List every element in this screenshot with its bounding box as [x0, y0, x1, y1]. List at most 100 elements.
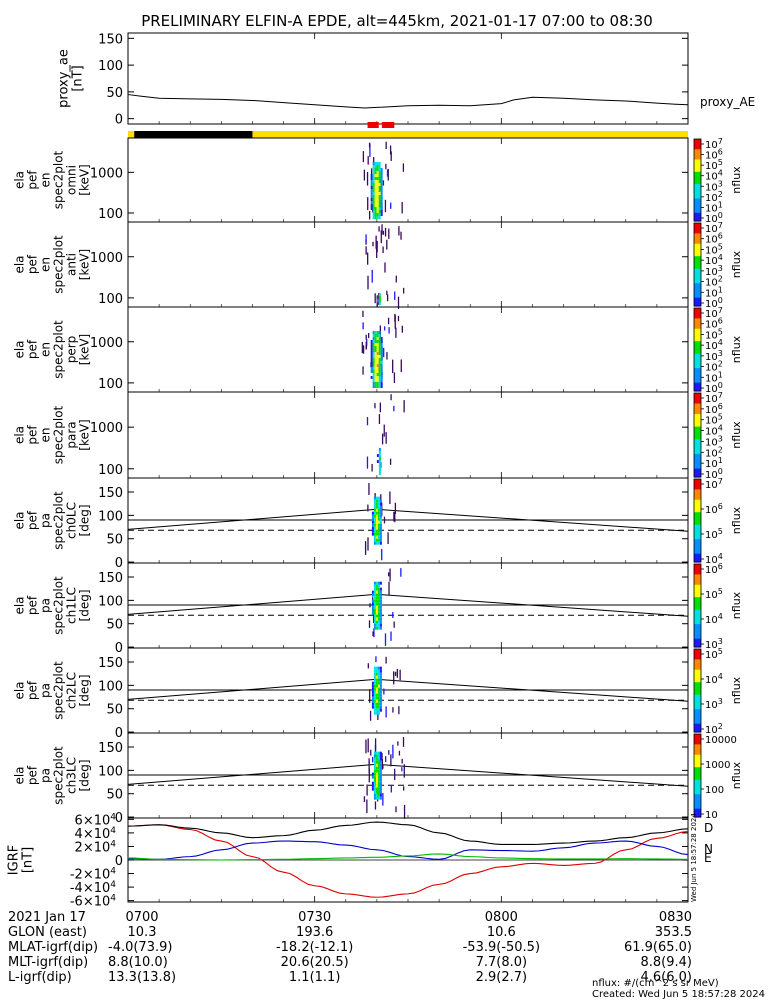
panel-6-colorbar-cell [694, 628, 701, 631]
panel-8-pixel [373, 793, 376, 797]
panel-3-pixel [374, 349, 377, 352]
panel-7-pixel [375, 711, 378, 715]
panel-2-colorbar-cell [694, 247, 701, 251]
panel-6-yticklabel: 100 [98, 594, 123, 609]
panel-1-speckle [382, 180, 385, 186]
panel-4-colorbar-cell [694, 399, 701, 402]
panel-4-speckle [393, 405, 395, 412]
igrf-yticklabel: 4×104 [75, 826, 117, 842]
panel-8-speckle [367, 738, 369, 753]
panel-5-pixel [375, 526, 378, 530]
panel-5-pixel [375, 529, 378, 533]
panel-1-pixel [374, 174, 377, 177]
panel-3-colorbar-cell [694, 339, 701, 342]
panel-4-colorbar-cell [694, 418, 701, 421]
panel-5-colorbar-cell [694, 537, 701, 540]
panel-5-colorbar-cell [694, 526, 701, 530]
panel-5-pixel [375, 505, 378, 509]
panel-6-pixel [379, 602, 382, 606]
panel-5-speckle [394, 502, 397, 514]
panel-7-colorbar-cell [694, 657, 701, 660]
orbit-row-0-value-1: 0730 [298, 910, 331, 925]
panel-3-pixel [370, 364, 373, 367]
panel-4-speckle [371, 463, 373, 472]
orbit-row-2-value-1: -18.2(-12.1) [276, 940, 353, 955]
panel-7-colorbar-ticklabel: 103 [705, 697, 723, 711]
panel-3-pixel [374, 337, 377, 340]
panel-2-colorbar-cell [694, 291, 701, 295]
panel-1-colorbar-cell [694, 186, 701, 189]
panel-7-pixel [375, 684, 378, 688]
panel-8-pixel [375, 751, 378, 755]
panel-7-pixel [377, 696, 380, 700]
panel-5-speckle [374, 493, 376, 499]
panel-5-pixel [375, 535, 378, 539]
panel-3-colorbar-cell [694, 386, 701, 390]
panel-6-colorbar-cell [694, 603, 701, 607]
panel-3-pixel [378, 361, 381, 364]
panel-8-colorbar-cell [694, 798, 701, 801]
panel-2-colorbar-cell [694, 301, 701, 305]
proxy-ae-yticklabel: 50 [106, 86, 123, 101]
side-timestamp: Wed Jun 5 18:57:28 2024 [690, 813, 698, 902]
panel-8-pixel [379, 781, 382, 785]
panel-8-colorbar-cell [694, 767, 701, 770]
panel-3-pixel [374, 370, 377, 373]
panel-1-pixel [374, 180, 377, 183]
panel-1-pixel [372, 177, 375, 180]
panel-1-pixel [374, 162, 377, 165]
panel-3-colorbar-cell [694, 308, 701, 311]
panel-8-speckle [398, 750, 401, 756]
panel-2-speckle [372, 241, 374, 247]
panel-6-colorbar-cell [694, 613, 701, 617]
panel-1-colorbar-cell [694, 202, 701, 206]
panel-5-pixel [377, 541, 380, 545]
panel-8-speckle [395, 806, 397, 813]
panel-1-colorbar-cell [694, 139, 701, 142]
panel-3-colorbar-cell [694, 384, 701, 388]
panel-7-pixel [379, 696, 382, 700]
panel-4-colorbar-cell [694, 449, 701, 453]
panel-6-pixel [379, 581, 382, 585]
panel-2-colorbar-cell [694, 243, 701, 247]
panel-7-colorbar-cell [694, 700, 701, 704]
panel-1-pixel [374, 198, 377, 201]
panel-1-speckle [401, 201, 403, 214]
panel-8-colorbar-cell [694, 779, 701, 783]
panel-1-pixel [376, 177, 379, 180]
panel-8-pixel [379, 754, 382, 758]
panel-3-colorbar-cell [694, 347, 701, 351]
panel-7-speckle [398, 706, 400, 715]
panel-3-pixel [380, 367, 383, 370]
panel-5-pixel [379, 526, 382, 530]
panel-7-speckle [399, 669, 401, 681]
panel-1-speckle [390, 202, 392, 209]
panel-3-pixel [376, 349, 379, 352]
panel-7-pixel [373, 681, 376, 685]
panel-8-pixel [375, 760, 378, 764]
panel-3-colorbar-label: nflux [730, 335, 743, 363]
panel-4-colorbar-cell [694, 432, 701, 436]
panel-6-pixel [375, 620, 378, 624]
panel-6-colorbar-cell [694, 620, 701, 623]
panel-3-speckle [397, 315, 400, 322]
panel-6-colorbar-cell [694, 588, 701, 592]
panel-3-pixel [380, 370, 383, 373]
panel-1-pixel [378, 210, 381, 213]
panel-8-pixel [377, 790, 380, 794]
panel-1-colorbar-cell [694, 175, 701, 179]
panel-5-colorbar-cell [694, 539, 701, 542]
panel-6-speckle [392, 612, 394, 618]
panel-2-colorbar-cell [694, 279, 701, 282]
panel-4-colorbar-cell [694, 464, 701, 468]
panel-5-pixel [379, 532, 382, 536]
panel-5-colorbar-cell [694, 503, 701, 507]
panel-3-pixel [380, 376, 383, 379]
panel-4-pixel [378, 463, 381, 466]
panel-7-yticklabel: 0 [115, 726, 123, 741]
panel-5-pixel [373, 538, 376, 542]
panel-3-pixel [370, 376, 373, 379]
panel-6-pixel [379, 611, 382, 615]
panel-6-pixel [373, 599, 376, 603]
panel-1-pixel [378, 165, 381, 168]
